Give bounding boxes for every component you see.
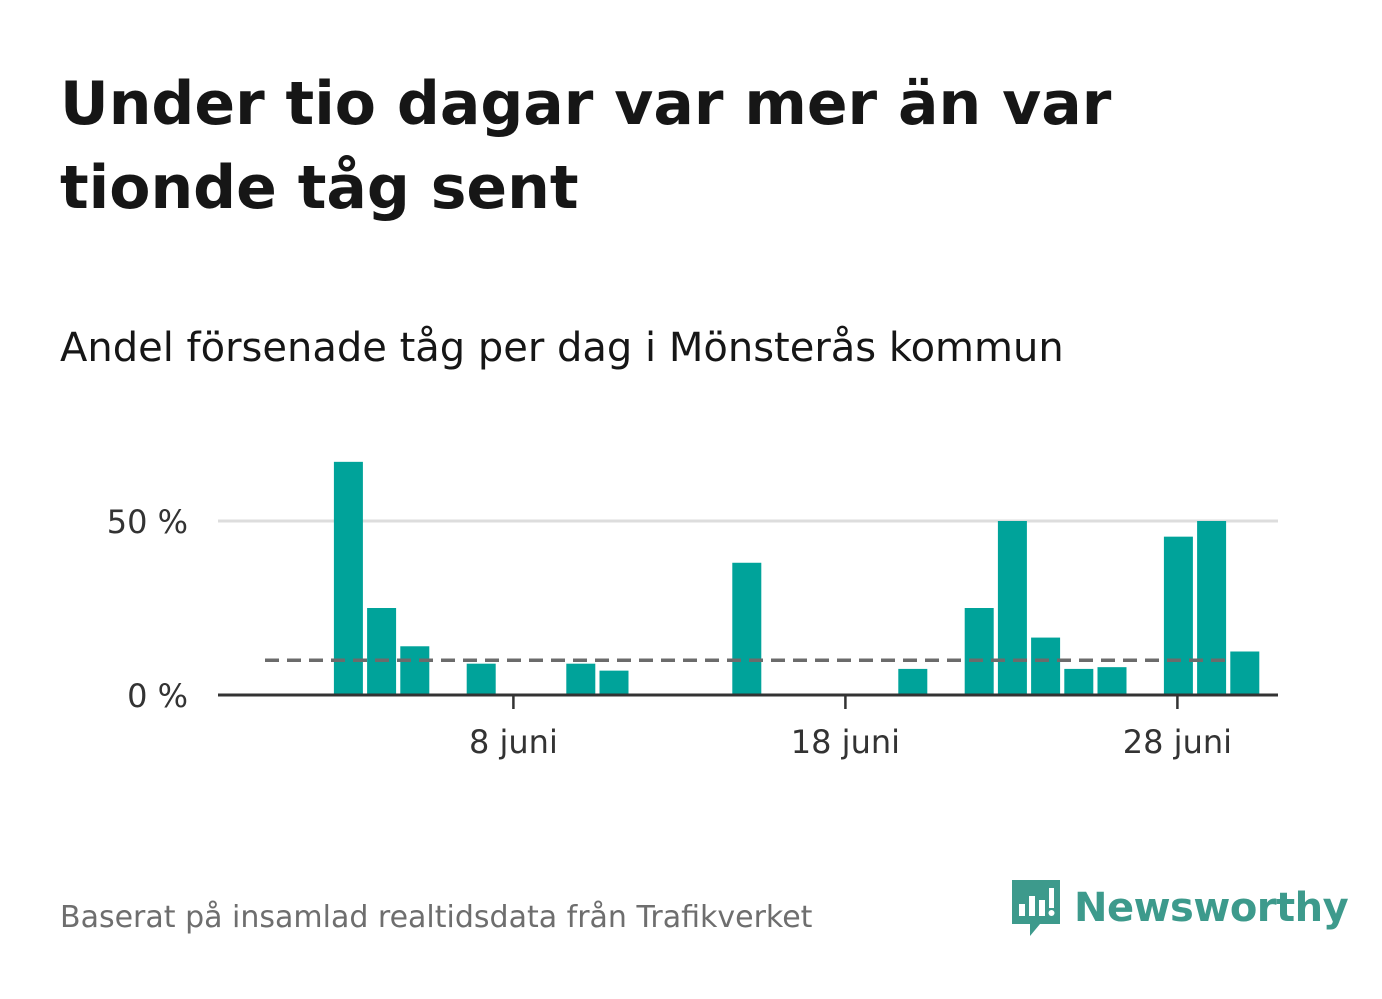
bar bbox=[732, 562, 762, 695]
x-tick-labels: 8 juni 18 juni 28 juni bbox=[469, 723, 1232, 761]
y-tick-label: 50 % bbox=[107, 503, 188, 541]
bar bbox=[333, 461, 363, 695]
bar bbox=[1097, 667, 1127, 695]
bar bbox=[1163, 536, 1193, 695]
bar bbox=[1064, 668, 1094, 695]
bar bbox=[599, 670, 629, 695]
brand-logo: Newsworthy bbox=[1010, 878, 1349, 938]
y-tick-label: 0 % bbox=[127, 677, 188, 715]
axes bbox=[218, 693, 1278, 709]
chart-title: Under tio dagar var mer än var tionde tå… bbox=[60, 69, 1112, 223]
bar bbox=[1031, 637, 1061, 695]
newsworthy-logo-icon bbox=[1012, 880, 1060, 936]
bar bbox=[367, 608, 397, 695]
bar bbox=[997, 521, 1027, 695]
bar bbox=[566, 663, 596, 695]
bar bbox=[1197, 521, 1227, 695]
x-tick-label: 8 juni bbox=[469, 723, 558, 761]
bar bbox=[898, 668, 928, 695]
source-note: Baserat på insamlad realtidsdata från Tr… bbox=[60, 900, 813, 935]
x-tick-label: 18 juni bbox=[791, 723, 900, 761]
bar bbox=[400, 646, 430, 695]
bar bbox=[1230, 651, 1260, 695]
y-tick-labels: 0 % 50 % bbox=[107, 503, 188, 715]
bar bbox=[466, 663, 496, 695]
x-tick-label: 28 juni bbox=[1123, 723, 1232, 761]
chart-subtitle: Andel försenade tåg per dag i Mönsterås … bbox=[60, 325, 1064, 371]
bar bbox=[964, 608, 994, 695]
brand-name: Newsworthy bbox=[1074, 885, 1349, 931]
bars bbox=[333, 461, 1260, 695]
